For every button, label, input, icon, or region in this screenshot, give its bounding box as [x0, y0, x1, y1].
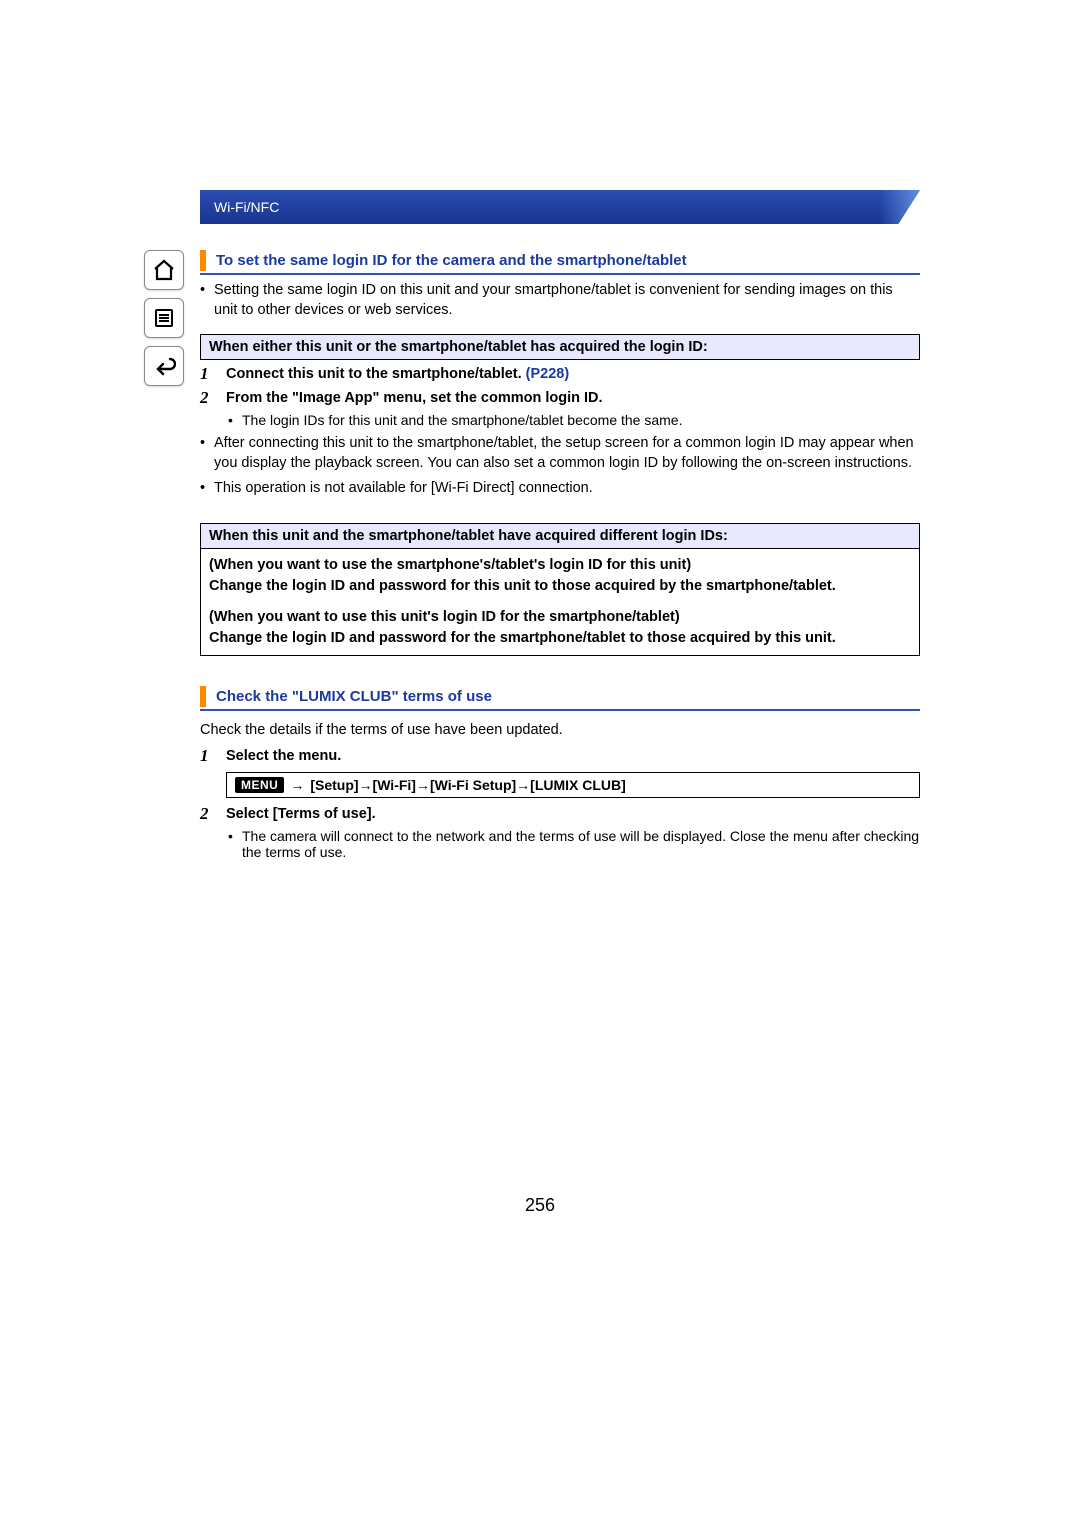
breadcrumb: Wi-Fi/NFC	[214, 199, 279, 215]
contents-icon[interactable]	[144, 298, 184, 338]
bullet-icon: •	[200, 281, 214, 320]
s2-step2-sub: The camera will connect to the network a…	[242, 828, 920, 860]
sidebar-nav	[144, 250, 194, 394]
box1-header: When either this unit or the smartphone/…	[200, 334, 920, 360]
s2-step1-text: Select the menu.	[226, 746, 341, 766]
step-number: 2	[200, 804, 226, 824]
box2-body: (When you want to use the smartphone's/t…	[200, 549, 920, 656]
step2-text: From the "Image App" menu, set the commo…	[226, 388, 603, 408]
back-icon[interactable]	[144, 346, 184, 386]
content: Wi-Fi/NFC To set the same login ID for t…	[200, 190, 920, 860]
step-row: 1 Connect this unit to the smartphone/ta…	[200, 364, 920, 384]
page-header: Wi-Fi/NFC	[200, 190, 920, 224]
menu-path: MENU → [Setup]→[Wi-Fi]→[Wi-Fi Setup]→[LU…	[226, 772, 920, 798]
step-row: 2 From the "Image App" menu, set the com…	[200, 388, 920, 408]
section2-intro: Check the details if the terms of use ha…	[200, 721, 920, 741]
section1-intro: • Setting the same login ID on this unit…	[200, 281, 920, 320]
sub-bullet: • The login IDs for this unit and the sm…	[228, 412, 920, 428]
box2-l2: Change the login ID and password for thi…	[209, 576, 911, 597]
bullet-icon: •	[228, 828, 242, 860]
section2-heading: Check the "LUMIX CLUB" terms of use	[200, 686, 920, 707]
sub-bullet: • The camera will connect to the network…	[228, 828, 920, 860]
step-row: 1 Select the menu.	[200, 746, 920, 766]
bullet-icon: •	[200, 479, 214, 499]
section-heading-wrap: Check the "LUMIX CLUB" terms of use	[200, 686, 920, 711]
s2-step2-text: Select [Terms of use].	[226, 804, 376, 824]
step-number: 2	[200, 388, 226, 408]
box2-l3: (When you want to use this unit's login …	[209, 607, 911, 628]
page-link[interactable]: (P228)	[526, 366, 570, 382]
step2-sub: The login IDs for this unit and the smar…	[242, 412, 682, 428]
box2-header: When this unit and the smartphone/tablet…	[200, 523, 920, 549]
menu-button-icon: MENU	[235, 777, 284, 793]
after2-text: This operation is not available for [Wi-…	[214, 479, 593, 499]
page: Wi-Fi/NFC To set the same login ID for t…	[0, 0, 1080, 1526]
intro-text: Setting the same login ID on this unit a…	[214, 281, 920, 320]
box2-l4: Change the login ID and password for the…	[209, 628, 911, 649]
bullet-icon: •	[200, 434, 214, 473]
after1-text: After connecting this unit to the smartp…	[214, 434, 920, 473]
bullet-icon: •	[228, 412, 242, 428]
section-heading-wrap: To set the same login ID for the camera …	[200, 250, 920, 275]
arrow-icon: →	[290, 777, 304, 793]
step1-text: Connect this unit to the smartphone/tabl…	[226, 364, 569, 384]
page-number: 256	[0, 1195, 1080, 1216]
menu-path-text: [Setup]→[Wi-Fi]→[Wi-Fi Setup]→[LUMIX CLU…	[310, 777, 625, 793]
step1-main: Connect this unit to the smartphone/tabl…	[226, 366, 526, 382]
after-note-2: • This operation is not available for [W…	[200, 479, 920, 499]
step-number: 1	[200, 364, 226, 384]
home-icon[interactable]	[144, 250, 184, 290]
box2-l1: (When you want to use the smartphone's/t…	[209, 555, 911, 576]
step-number: 1	[200, 746, 226, 766]
step-row: 2 Select [Terms of use].	[200, 804, 920, 824]
section1-heading: To set the same login ID for the camera …	[200, 250, 920, 271]
after-note-1: • After connecting this unit to the smar…	[200, 434, 920, 473]
